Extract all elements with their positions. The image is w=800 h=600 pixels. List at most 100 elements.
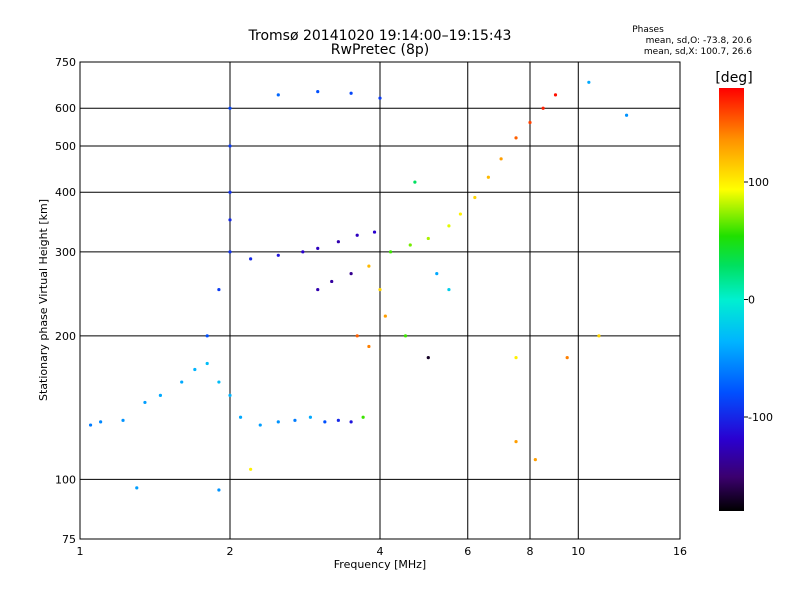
data-point [330,279,334,284]
y-axis-label: Stationary phase Virtual Height [km] [37,199,50,401]
data-point [533,458,537,462]
data-point [408,243,412,247]
data-point [367,264,371,268]
data-point [258,423,262,427]
chart-title: Tromsø 20141020 19:14:00–19:15:43 [248,28,512,44]
data-point [276,253,280,257]
data-point [336,418,340,422]
data-point [276,93,280,97]
data-point [121,418,125,422]
data-point [249,467,253,471]
data-point [499,157,503,161]
data-point [388,250,393,254]
x-axis-ticks: 1 2 4 6 8 10 16 [77,545,688,558]
y-tick-label: 300 [55,246,76,259]
data-point [217,287,221,292]
data-point [205,361,209,366]
data-point [316,90,320,94]
colorbar-tick-label: 0 [748,294,755,307]
data-point [383,314,387,318]
data-point [301,250,305,254]
colorbar-tick-label: 100 [748,176,769,189]
data-point [249,257,253,261]
data-point [403,334,408,338]
data-point [587,80,591,84]
data-point [180,380,184,384]
data-points [88,80,629,492]
y-tick-label: 200 [55,330,76,343]
data-point [228,393,232,398]
x-tick-label: 10 [571,545,585,558]
data-point [293,418,297,422]
data-point [624,113,629,117]
y-tick-label: 600 [55,102,76,115]
data-point [336,240,340,244]
y-tick-label: 75 [62,533,76,546]
data-point [486,175,490,179]
x-tick-label: 2 [227,545,234,558]
data-point [597,334,601,338]
phase-box-line-x: mean, sd,X: 100.7, 26.6 [644,47,752,57]
data-point [514,440,518,444]
data-point [565,356,569,360]
data-point [228,250,232,254]
data-point [217,380,221,384]
colorbar-ticks: 100 0 -100 [744,176,773,424]
data-point [426,236,430,241]
x-tick-label: 1 [77,545,84,558]
data-point [372,230,377,234]
data-point [99,420,103,424]
data-point [553,93,558,97]
phase-box-heading: Phases [632,25,664,35]
data-point [378,96,382,100]
data-point [447,287,451,292]
data-point [349,272,353,276]
data-point [528,120,532,125]
plot-frame [79,61,681,540]
y-tick-label: 100 [55,473,76,486]
colorbar [719,88,744,511]
x-tick-label: 16 [673,545,687,558]
data-point [514,136,518,140]
x-axis-label: Frequency [MHz] [334,558,426,571]
data-point [323,420,327,424]
x-tick-label: 6 [464,545,471,558]
chart-subtitle: RwPretec (8p) [331,42,429,58]
data-point [316,287,320,292]
data-point [308,415,313,419]
data-point [228,106,232,110]
data-point [355,233,359,237]
colorbar-tick-label: -100 [748,411,773,424]
data-point [361,415,365,419]
data-point [88,423,93,427]
data-point [143,400,147,405]
plot-grid [80,62,680,539]
data-point [217,488,221,492]
data-point [228,190,232,194]
data-point [238,415,243,419]
y-tick-label: 400 [55,186,76,199]
data-point [228,218,232,222]
colorbar-label: [deg] [715,70,752,86]
phase-box-line-o: mean, sd,O: -73.8, 20.6 [646,36,753,46]
data-point [349,91,353,95]
data-point [228,144,232,148]
data-point [205,334,209,338]
data-point [367,344,371,349]
data-point [458,212,463,216]
data-point [349,420,353,424]
data-point [276,420,280,424]
data-point [316,246,320,250]
data-point [355,334,359,338]
data-point [158,393,163,398]
x-tick-label: 4 [377,545,384,558]
x-tick-label: 8 [527,545,534,558]
data-point [193,367,197,372]
data-point [413,180,417,184]
y-tick-label: 750 [55,56,76,69]
data-point [541,106,545,110]
data-point [447,224,451,228]
data-point [378,287,382,292]
y-axis-ticks: 75 100 200 300 400 500 600 750 [55,56,76,546]
